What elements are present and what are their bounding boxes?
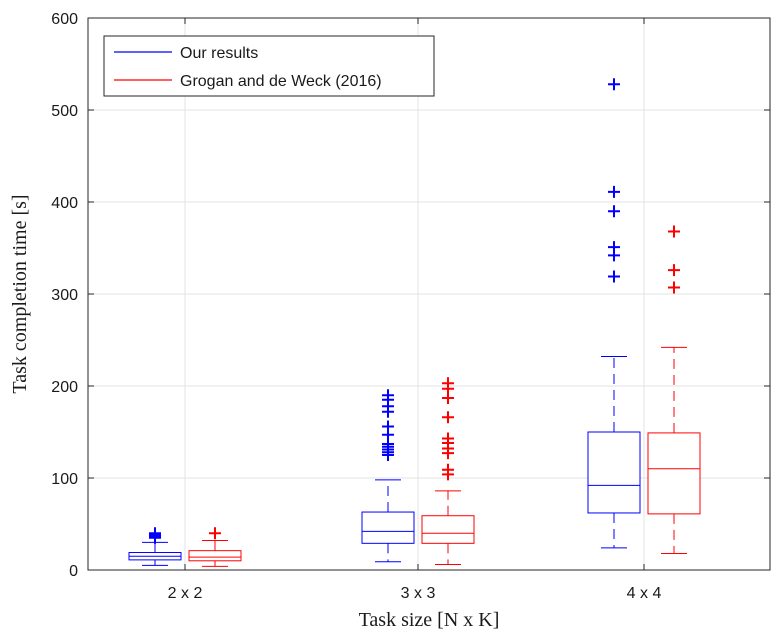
outlier-marker bbox=[668, 281, 680, 294]
y-tick-label: 500 bbox=[51, 103, 78, 120]
outlier-marker bbox=[608, 270, 620, 283]
box-group bbox=[361, 389, 415, 563]
legend: Our results Grogan and de Weck (2016) bbox=[103, 35, 435, 97]
y-tick-label: 100 bbox=[51, 471, 78, 488]
outlier-marker bbox=[442, 432, 454, 445]
box-group bbox=[587, 78, 641, 549]
box-iqr bbox=[188, 550, 242, 562]
x-axis-label: Task size [N x K] bbox=[359, 609, 500, 631]
outlier-marker bbox=[608, 185, 620, 198]
box-group bbox=[421, 377, 475, 565]
y-tick-label: 400 bbox=[51, 195, 78, 212]
legend-box bbox=[103, 35, 435, 97]
outlier-marker bbox=[442, 377, 454, 390]
box-group bbox=[647, 225, 701, 554]
outlier-marker bbox=[149, 527, 161, 540]
box-iqr bbox=[587, 431, 641, 514]
outlier-marker bbox=[382, 420, 394, 433]
outlier-marker bbox=[209, 527, 221, 540]
plot-area bbox=[128, 78, 701, 567]
outlier-marker bbox=[608, 78, 620, 91]
box-iqr bbox=[361, 511, 415, 544]
box-group bbox=[128, 527, 182, 566]
y-tick-label: 300 bbox=[51, 287, 78, 304]
y-tick-label: 200 bbox=[51, 379, 78, 396]
box-group bbox=[188, 527, 242, 567]
x-tick-label: 4 x 4 bbox=[627, 585, 662, 602]
box-iqr bbox=[421, 515, 475, 544]
outlier-marker bbox=[668, 225, 680, 238]
outlier-marker bbox=[442, 463, 454, 476]
outlier-marker bbox=[442, 411, 454, 424]
x-tick-label: 3 x 3 bbox=[401, 585, 436, 602]
axis-ticks: 0 100 200 300 400 500 600 2 x 2 3 x 3 4 x 4 bbox=[51, 11, 770, 602]
y-tick-label: 0 bbox=[69, 563, 78, 580]
outlier-marker bbox=[382, 389, 394, 402]
legend-label-grogan-de-weck: Grogan and de Weck (2016) bbox=[180, 73, 382, 90]
outlier-marker bbox=[608, 205, 620, 218]
y-axis-label: Task completion time [s] bbox=[9, 194, 31, 393]
outlier-marker bbox=[608, 241, 620, 254]
x-tick-label: 2 x 2 bbox=[168, 585, 203, 602]
box-iqr bbox=[647, 432, 701, 515]
y-tick-label: 600 bbox=[51, 11, 78, 28]
outlier-marker bbox=[668, 264, 680, 277]
legend-label-our-results: Our results bbox=[180, 45, 258, 62]
